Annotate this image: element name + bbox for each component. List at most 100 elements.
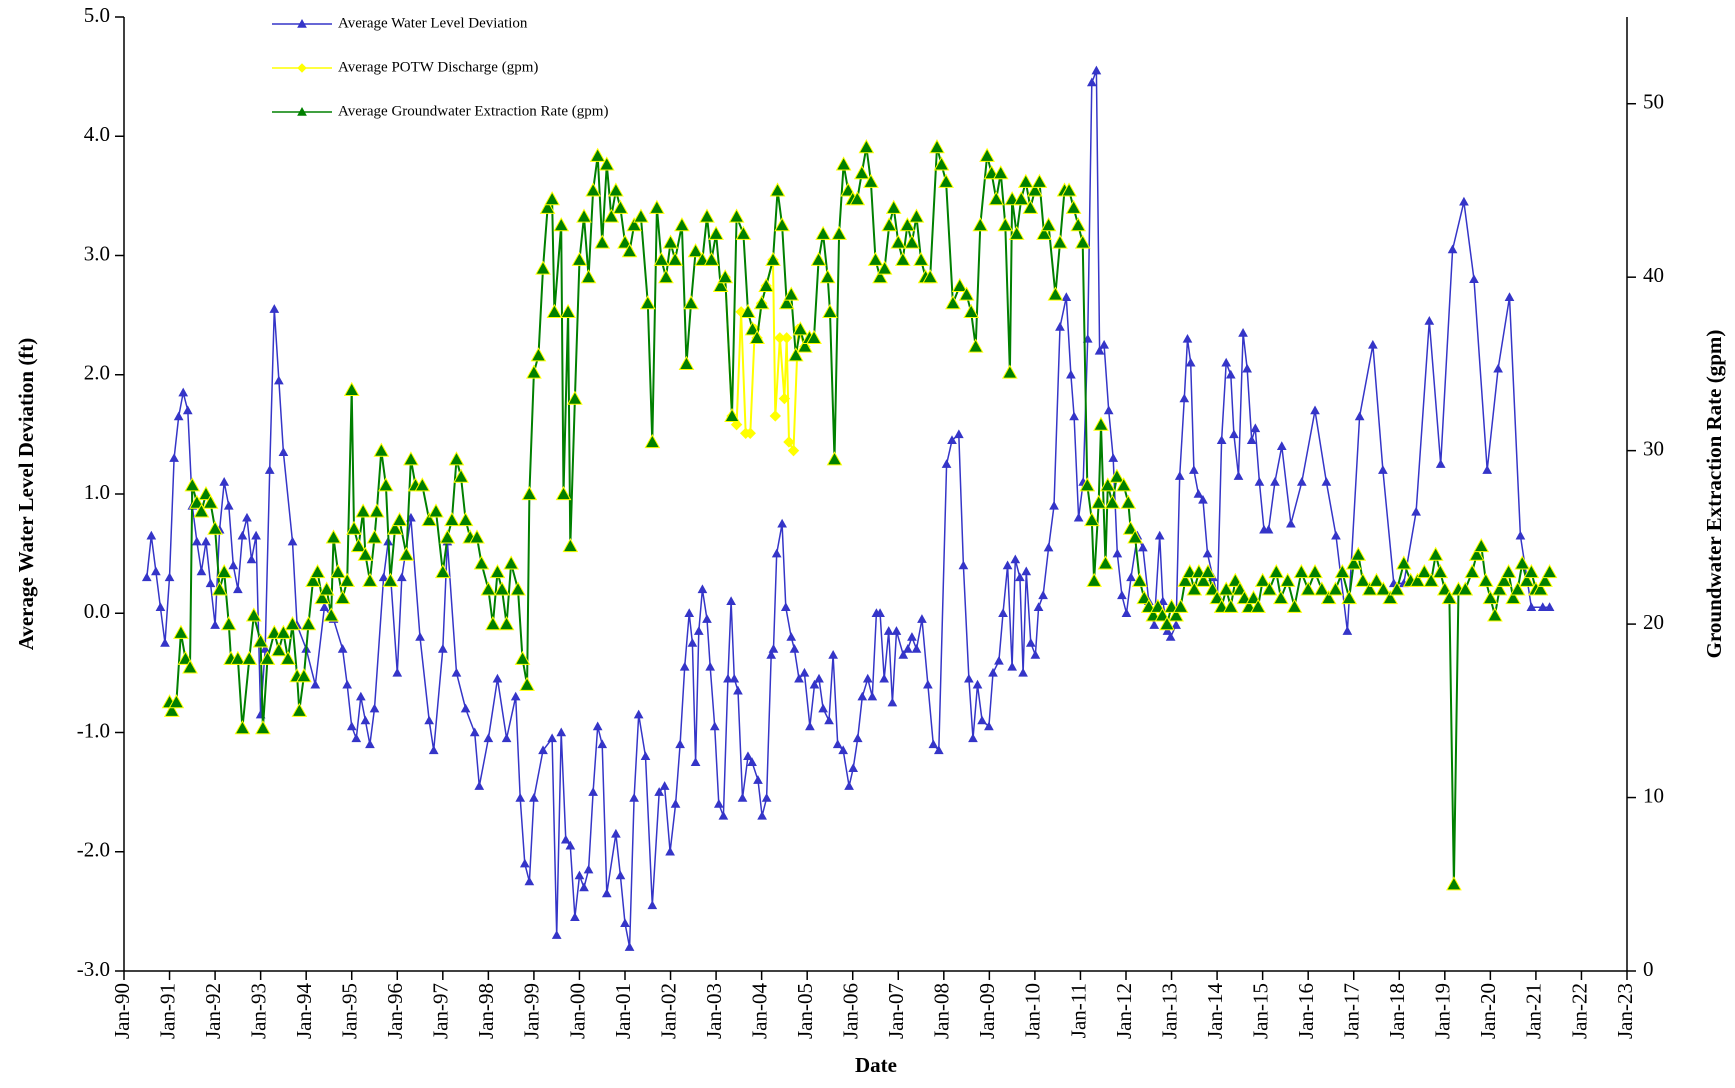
- data-point: [792, 321, 809, 336]
- data-point: [1115, 477, 1132, 492]
- x-tick-label: Jan-16: [1294, 983, 1318, 1039]
- x-tick-label: Jan-97: [429, 983, 453, 1039]
- data-point: [280, 650, 296, 665]
- data-point: [155, 602, 166, 611]
- data-point: [547, 733, 557, 743]
- data-point: [1514, 555, 1531, 570]
- x-tick-label: Jan-92: [201, 983, 225, 1039]
- data-point: [1127, 529, 1143, 544]
- data-point: [350, 538, 367, 553]
- data-point: [729, 673, 740, 683]
- y2-axis-title: Groundwater Extraction Rate (gpm): [1702, 330, 1726, 659]
- data-point: [368, 503, 385, 518]
- data-point: [1523, 564, 1540, 579]
- data-point: [382, 572, 399, 587]
- data-point: [1254, 572, 1271, 587]
- data-point: [958, 560, 969, 570]
- data-point: [1162, 626, 1173, 635]
- data-point: [576, 208, 592, 223]
- x-tick-label: Jan-18: [1385, 983, 1409, 1039]
- data-point: [902, 643, 913, 653]
- data-point: [355, 503, 371, 518]
- data-point: [205, 578, 216, 588]
- data-point: [483, 733, 494, 743]
- data-point: [1537, 602, 1548, 611]
- data-point: [1216, 435, 1227, 445]
- data-point: [828, 649, 838, 659]
- data-point: [448, 451, 465, 466]
- legend-marker: [297, 18, 307, 28]
- data-point: [560, 303, 576, 318]
- data-point: [202, 494, 219, 509]
- data-point: [519, 676, 535, 691]
- data-point: [515, 793, 526, 802]
- data-point: [1193, 488, 1204, 498]
- data-point: [1541, 564, 1558, 579]
- data-point: [503, 555, 519, 570]
- data-point: [201, 536, 211, 546]
- data-point: [319, 602, 330, 611]
- data-point: [885, 199, 902, 214]
- data-point: [997, 217, 1014, 232]
- data-point: [1022, 199, 1039, 214]
- data-point: [849, 191, 866, 206]
- data-point: [1093, 416, 1109, 431]
- data-point: [1086, 77, 1097, 87]
- data-point: [296, 668, 312, 683]
- data-point: [659, 781, 670, 790]
- data-point: [953, 429, 964, 439]
- data-point: [219, 477, 230, 486]
- data-point: [1345, 555, 1362, 570]
- data-point: [1307, 564, 1323, 579]
- legend-label: Average Water Level Deviation: [338, 15, 528, 31]
- data-point: [1245, 590, 1262, 605]
- data-point: [414, 477, 431, 492]
- data-point: [832, 739, 843, 749]
- data-point: [469, 529, 485, 544]
- data-point: [876, 260, 893, 275]
- data-point: [1477, 572, 1494, 587]
- data-point: [560, 834, 571, 844]
- data-point: [761, 793, 772, 802]
- data-point: [708, 225, 724, 240]
- data-point: [1172, 598, 1189, 613]
- data-point: [1061, 182, 1077, 197]
- data-point: [617, 234, 633, 249]
- data-point: [325, 529, 342, 544]
- data-point: [453, 468, 469, 483]
- data-point: [1491, 581, 1508, 596]
- data-point: [789, 643, 800, 653]
- x-tick-label: Jan-99: [520, 983, 544, 1039]
- data-point: [168, 694, 185, 709]
- y2-tick-label: 0: [1643, 957, 1654, 981]
- data-point: [1018, 667, 1028, 677]
- data-point: [287, 536, 298, 546]
- data-point: [1459, 196, 1469, 206]
- data-point: [1435, 459, 1446, 468]
- data-point: [703, 251, 720, 266]
- data-point: [1493, 363, 1503, 373]
- data-point: [1341, 590, 1358, 605]
- data-point: [1273, 590, 1289, 605]
- data-point: [819, 269, 836, 284]
- data-point: [765, 251, 781, 266]
- data-point: [867, 251, 884, 266]
- data-point: [709, 721, 720, 731]
- data-point: [460, 703, 471, 713]
- data-point: [624, 942, 635, 951]
- x-tick-label: Jan-90: [110, 983, 134, 1039]
- data-point: [675, 739, 685, 749]
- data-point: [444, 511, 460, 527]
- data-point: [1515, 530, 1526, 540]
- data-point: [526, 364, 542, 379]
- data-point: [1182, 333, 1193, 343]
- data-point: [305, 572, 321, 587]
- data-point: [718, 810, 729, 820]
- x-tick-label: Jan-03: [702, 983, 726, 1039]
- data-point: [1250, 423, 1261, 433]
- data-point: [428, 503, 444, 518]
- data-point: [979, 147, 995, 162]
- data-point: [362, 572, 378, 587]
- data-point: [1286, 518, 1296, 528]
- data-point: [220, 616, 237, 631]
